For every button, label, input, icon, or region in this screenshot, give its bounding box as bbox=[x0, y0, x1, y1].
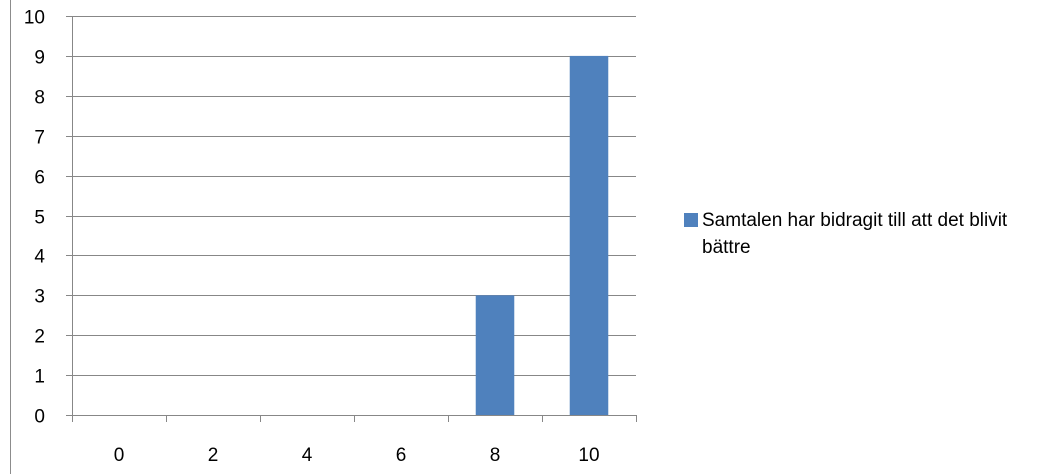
bars bbox=[475, 55, 609, 416]
y-tick-label: 0 bbox=[34, 407, 45, 428]
y-tick-labels: 0 1 2 3 4 5 6 7 8 9 10 bbox=[24, 8, 46, 428]
x-tick-label: 8 bbox=[490, 445, 501, 466]
x-tick-label: 2 bbox=[208, 445, 219, 466]
legend-swatch bbox=[684, 213, 698, 227]
bar bbox=[569, 55, 609, 416]
y-tick-label: 4 bbox=[34, 247, 45, 268]
axes bbox=[66, 16, 637, 422]
legend-label: Samtalen har bidragit till att det blivi… bbox=[702, 210, 1008, 258]
y-tick-label: 1 bbox=[34, 367, 45, 388]
y-tick-label: 9 bbox=[34, 48, 45, 69]
legend: Samtalen har bidragit till att det blivi… bbox=[684, 207, 1060, 261]
y-tick-label: 2 bbox=[34, 327, 45, 348]
x-tick-labels: 0 2 4 6 8 10 bbox=[114, 445, 600, 466]
x-tick-label: 4 bbox=[302, 445, 313, 466]
bar bbox=[475, 295, 515, 415]
y-tick-label: 8 bbox=[34, 88, 45, 109]
y-tick-label: 5 bbox=[34, 208, 45, 229]
y-tick-label: 7 bbox=[34, 128, 45, 149]
x-tick-label: 10 bbox=[578, 445, 599, 466]
x-tick-label: 0 bbox=[114, 445, 125, 466]
x-tick-label: 6 bbox=[396, 445, 407, 466]
y-tick-label: 10 bbox=[24, 8, 45, 29]
gridlines bbox=[66, 16, 636, 376]
y-tick-label: 3 bbox=[34, 287, 45, 308]
chart-frame-edge bbox=[10, 0, 11, 474]
y-tick-label: 6 bbox=[34, 168, 45, 189]
